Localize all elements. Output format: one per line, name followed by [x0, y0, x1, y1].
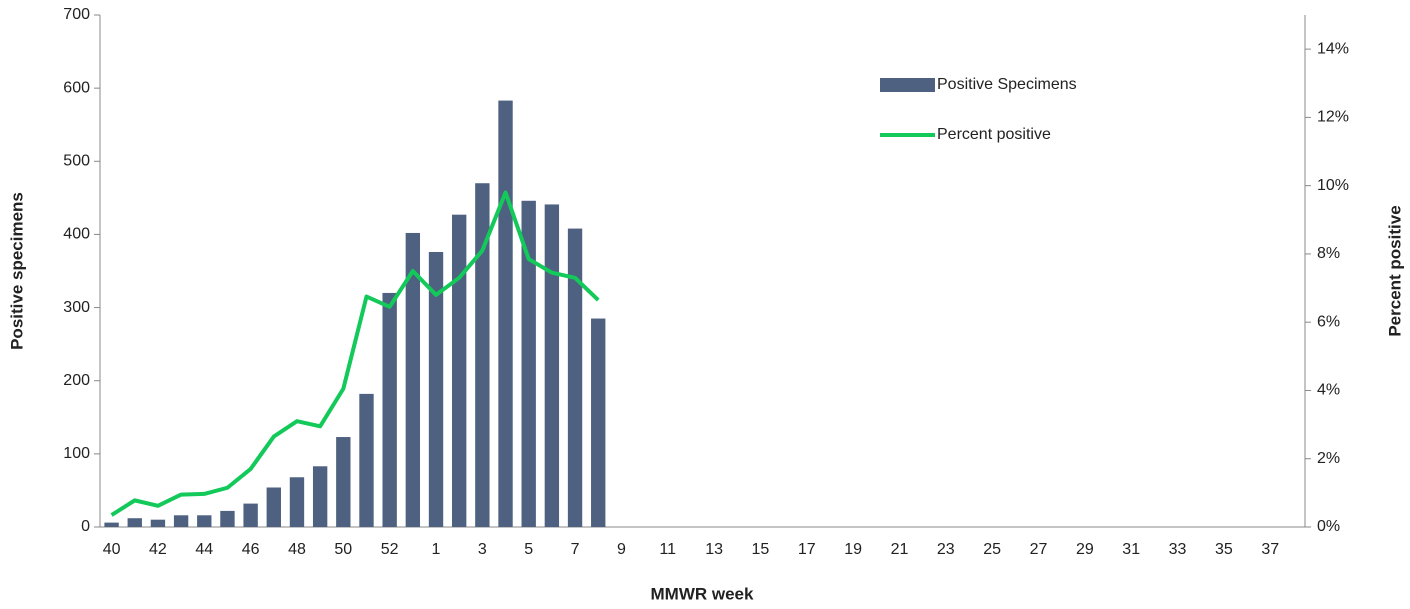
- y2-tick-label: 8%: [1317, 245, 1340, 262]
- x-tick-label: 19: [844, 541, 862, 558]
- y-axis-title: Positive specimens: [7, 192, 26, 350]
- bar: [312, 466, 328, 527]
- bar: [197, 515, 212, 527]
- bar: [104, 522, 119, 527]
- x-axis-title: MMWR week: [651, 584, 755, 603]
- x-tick-label: 33: [1169, 541, 1187, 558]
- x-tick-label: 21: [891, 541, 909, 558]
- x-tick-label: 50: [334, 541, 352, 558]
- y-tick-label: 400: [63, 226, 90, 243]
- bar: [428, 251, 444, 528]
- y-tick-label: 600: [63, 79, 90, 96]
- bar: [521, 200, 536, 528]
- legend-swatch: [880, 78, 935, 92]
- bar: [243, 503, 258, 527]
- bar: [405, 232, 421, 528]
- x-tick-label: 31: [1122, 541, 1140, 558]
- line: [110, 190, 600, 517]
- bar: [173, 515, 189, 527]
- bar: [475, 183, 490, 527]
- x-tick-label: 9: [617, 541, 626, 558]
- x-tick-label: 44: [195, 541, 213, 558]
- y2-tick-label: 6%: [1317, 313, 1340, 330]
- x-tick-label: 48: [288, 541, 306, 558]
- y2-axis-title: Percent positive: [1385, 205, 1404, 336]
- bar: [359, 393, 374, 527]
- x-tick-label: 7: [571, 541, 580, 558]
- x-tick-label: 1: [432, 541, 441, 558]
- bar: [289, 477, 305, 527]
- bar: [336, 437, 351, 527]
- x-tick-label: 46: [242, 541, 260, 558]
- y-tick-label: 700: [63, 6, 90, 23]
- legend-label: Positive Specimens: [937, 76, 1077, 93]
- bar: [498, 100, 513, 527]
- bar: [150, 519, 166, 527]
- bar: [451, 214, 467, 527]
- y-tick-label: 300: [63, 299, 90, 316]
- y-tick-label: 100: [63, 445, 90, 462]
- y-tick-label: 200: [63, 372, 90, 389]
- y-tick-label: 500: [63, 153, 90, 170]
- x-tick-label: 23: [937, 541, 955, 558]
- y2-tick-label: 14%: [1317, 40, 1349, 57]
- x-tick-label: 27: [1030, 541, 1048, 558]
- x-tick-label: 17: [798, 541, 816, 558]
- y2-tick-label: 0%: [1317, 518, 1340, 535]
- x-tick-label: 29: [1076, 541, 1094, 558]
- y2-tick-label: 4%: [1317, 382, 1340, 399]
- y2-tick-label: 10%: [1317, 177, 1349, 194]
- bar: [266, 487, 281, 527]
- x-tick-label: 40: [103, 541, 121, 558]
- bar: [544, 204, 560, 527]
- legend-label: Percent positive: [937, 126, 1051, 143]
- x-tick-label: 25: [983, 541, 1001, 558]
- bar: [591, 318, 606, 527]
- bar: [220, 510, 235, 527]
- x-tick-label: 52: [381, 541, 399, 558]
- y2-tick-label: 12%: [1317, 109, 1349, 126]
- bar: [382, 292, 397, 527]
- x-tick-label: 15: [752, 541, 770, 558]
- x-tick-label: 13: [705, 541, 723, 558]
- bar: [127, 518, 142, 527]
- x-tick-label: 35: [1215, 541, 1233, 558]
- x-tick-label: 42: [149, 541, 167, 558]
- x-tick-label: 37: [1261, 541, 1279, 558]
- x-tick-label: 5: [524, 541, 533, 558]
- y2-tick-label: 2%: [1317, 450, 1340, 467]
- x-tick-label: 3: [478, 541, 487, 558]
- bar: [567, 228, 583, 527]
- x-tick-label: 11: [659, 541, 676, 558]
- y-tick-label: 0: [81, 518, 90, 535]
